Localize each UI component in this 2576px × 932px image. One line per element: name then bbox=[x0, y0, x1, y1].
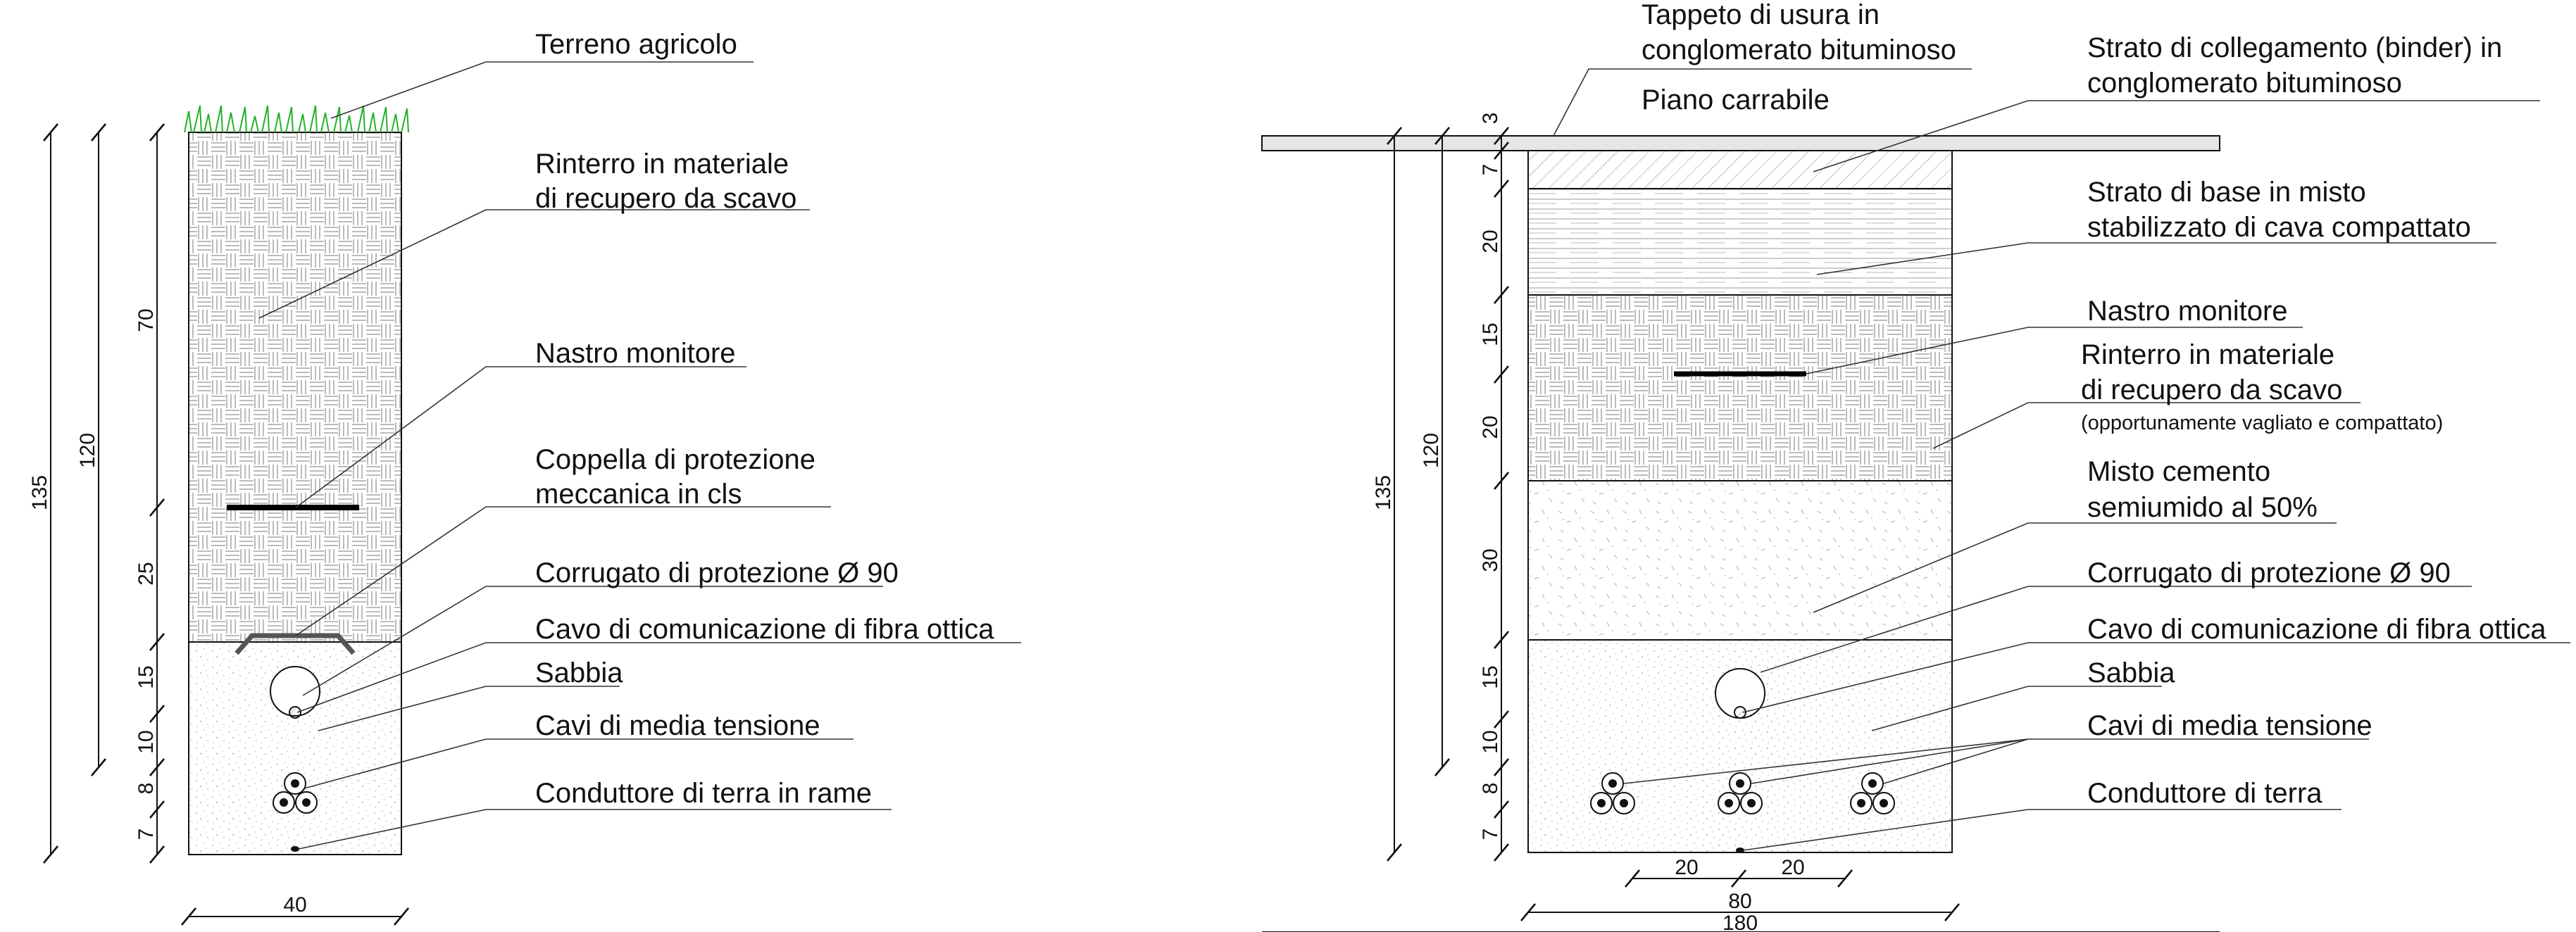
label-rinterro-line2: di recupero da scavo bbox=[535, 183, 796, 214]
base-layer bbox=[1527, 188, 1953, 296]
dim-right-width-80: 80 bbox=[1728, 890, 1751, 913]
dim-left-7: 7 bbox=[135, 829, 158, 840]
dim-right-20b: 20 bbox=[1479, 415, 1502, 439]
dim-left-10: 10 bbox=[135, 730, 158, 753]
right-backfill-layer bbox=[1527, 294, 1953, 481]
dim-right-total-135: 135 bbox=[1372, 475, 1395, 510]
right-earth-conductor bbox=[1736, 848, 1744, 853]
label-sabbia-right: Sabbia bbox=[2087, 657, 2175, 688]
right-mv-cables bbox=[1590, 772, 1895, 814]
label-tappeto-line1: Tappeto di usura in bbox=[1642, 0, 1880, 30]
label-nastro-monitore: Nastro monitore bbox=[535, 338, 736, 369]
label-base-line2: stabilizzato di cava compattato bbox=[2087, 212, 2471, 243]
dim-right-15b: 15 bbox=[1479, 665, 1502, 688]
label-binder-line2: conglomerato bituminoso bbox=[2087, 68, 2402, 99]
dim-right-30: 30 bbox=[1479, 548, 1502, 572]
label-base-line1: Strato di base in misto bbox=[2087, 177, 2366, 208]
dim-right-3: 3 bbox=[1479, 113, 1502, 125]
label-corrugato: Corrugato di protezione Ø 90 bbox=[535, 558, 899, 588]
binder-layer bbox=[1527, 150, 1953, 189]
left-earth-conductor bbox=[291, 846, 299, 852]
left-dimension-lines bbox=[43, 123, 409, 926]
dim-right-spacing-20a: 20 bbox=[1675, 856, 1698, 879]
label-misto-line1: Misto cemento bbox=[2087, 456, 2270, 487]
road-wearing-course bbox=[1261, 135, 2220, 151]
label-coppella-line1: Coppella di protezione bbox=[535, 444, 815, 475]
right-leader-lines bbox=[1553, 68, 2570, 851]
dim-left-70: 70 bbox=[135, 308, 158, 332]
right-dimension-lines bbox=[1262, 127, 2220, 932]
dim-left-total-135: 135 bbox=[28, 475, 51, 510]
label-rinterro-right-line1: Rinterro in materiale bbox=[2081, 339, 2334, 370]
left-backfill-layer bbox=[188, 132, 402, 643]
right-fiber-cable bbox=[1734, 706, 1746, 719]
label-nastro-monitore-right: Nastro monitore bbox=[2087, 296, 2288, 327]
label-conduttore-terra: Conduttore di terra in rame bbox=[535, 778, 872, 809]
right-section: Tappeto di usura in conglomerato bitumin… bbox=[1261, 0, 2570, 932]
dim-left-width-40: 40 bbox=[283, 893, 306, 917]
left-mv-cables bbox=[273, 772, 318, 814]
label-binder-line1: Strato di collegamento (binder) in bbox=[2087, 32, 2502, 63]
label-misto-line2: semiumido al 50% bbox=[2087, 492, 2318, 523]
label-corrugato-right: Corrugato di protezione Ø 90 bbox=[2087, 558, 2451, 588]
dim-right-7b: 7 bbox=[1479, 829, 1502, 840]
left-fiber-cable bbox=[289, 706, 301, 719]
label-cavi-mt: Cavi di media tensione bbox=[535, 710, 820, 741]
label-rinterro-right-line2: di recupero da scavo bbox=[2081, 374, 2342, 405]
lean-concrete-layer bbox=[1527, 480, 1953, 641]
dim-left-total-120: 120 bbox=[76, 433, 99, 468]
label-cavo-fibra: Cavo di comunicazione di fibra ottica bbox=[535, 614, 994, 645]
dim-left-15: 15 bbox=[135, 665, 158, 688]
dim-right-spacing-20b: 20 bbox=[1781, 856, 1804, 879]
dim-right-total-120: 120 bbox=[1420, 433, 1443, 468]
label-sabbia: Sabbia bbox=[535, 657, 623, 688]
label-coppella-line2: meccanica in cls bbox=[535, 479, 742, 510]
left-section: Terreno agricolo Rinterro in materiale d… bbox=[28, 29, 1021, 926]
left-leader-lines bbox=[258, 61, 1021, 850]
label-conduttore-terra-right: Conduttore di terra bbox=[2087, 778, 2322, 809]
label-cavo-fibra-right: Cavo di comunicazione di fibra ottica bbox=[2087, 614, 2546, 645]
dim-right-width-180: 180 bbox=[1722, 912, 1758, 932]
label-cavi-mt-right: Cavi di media tensione bbox=[2087, 710, 2372, 741]
label-piano-carrabile: Piano carrabile bbox=[1642, 84, 1830, 115]
dim-right-8: 8 bbox=[1479, 783, 1502, 795]
grass-icon bbox=[184, 105, 409, 133]
label-terreno-agricolo: Terreno agricolo bbox=[535, 29, 737, 60]
dim-left-25: 25 bbox=[135, 562, 158, 585]
label-rinterro-right-note: (opportunamente vagliato e compattato) bbox=[2081, 412, 2443, 434]
dim-right-7a: 7 bbox=[1479, 164, 1502, 176]
dim-left-8: 8 bbox=[135, 783, 158, 795]
dim-right-10: 10 bbox=[1479, 730, 1502, 753]
dim-right-15a: 15 bbox=[1479, 322, 1502, 346]
left-concrete-cover bbox=[235, 633, 356, 655]
label-rinterro-line1: Rinterro in materiale bbox=[535, 149, 789, 180]
label-tappeto-line2: conglomerato bituminoso bbox=[1642, 34, 1956, 65]
dim-right-20a: 20 bbox=[1479, 229, 1502, 253]
